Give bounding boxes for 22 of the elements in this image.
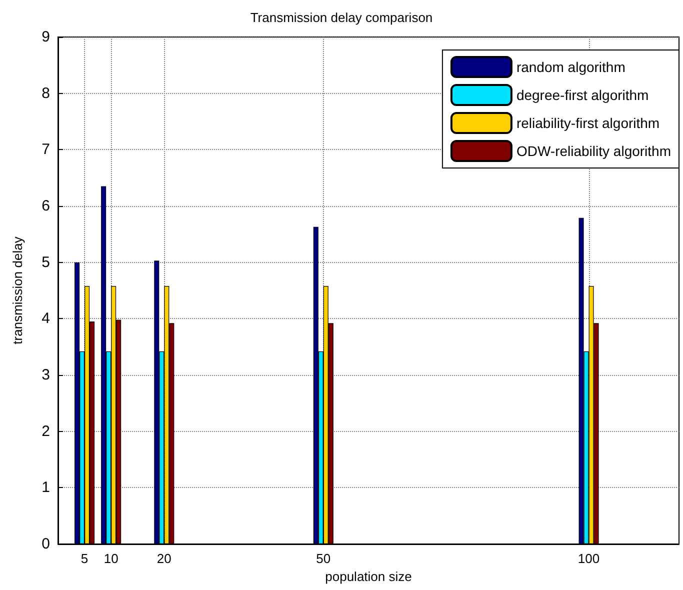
y-tick-label: 6 (42, 198, 50, 214)
chart-title: Transmission delay comparison (250, 10, 433, 25)
x-tick-label: 50 (316, 551, 331, 566)
y-tick-label: 3 (42, 366, 50, 384)
y-tick-label: 1 (42, 479, 50, 496)
y-axis-title: transmission delay (10, 236, 25, 344)
x-tick-label: 10 (104, 551, 118, 566)
y-tick-label: 0 (42, 536, 50, 552)
x-axis-title: population size (325, 569, 412, 584)
legend-label: ODW-reliability algorithm (516, 143, 672, 159)
x-tick-label: 100 (578, 551, 600, 566)
y-tick-label: 8 (42, 84, 50, 102)
y-tick-label: 7 (42, 141, 50, 158)
y-tick-label: 2 (42, 422, 50, 440)
x-tick-label: 5 (80, 551, 88, 566)
x-tick-label: 20 (156, 551, 172, 566)
legend-label: random algorithm (516, 59, 626, 75)
y-tick-label: 9 (42, 28, 50, 46)
legend-label: degree-first algorithm (516, 87, 649, 103)
legend-label: reliability-first algorithm (516, 115, 660, 131)
y-tick-label: 5 (42, 254, 50, 271)
y-tick-label: 4 (42, 310, 50, 328)
